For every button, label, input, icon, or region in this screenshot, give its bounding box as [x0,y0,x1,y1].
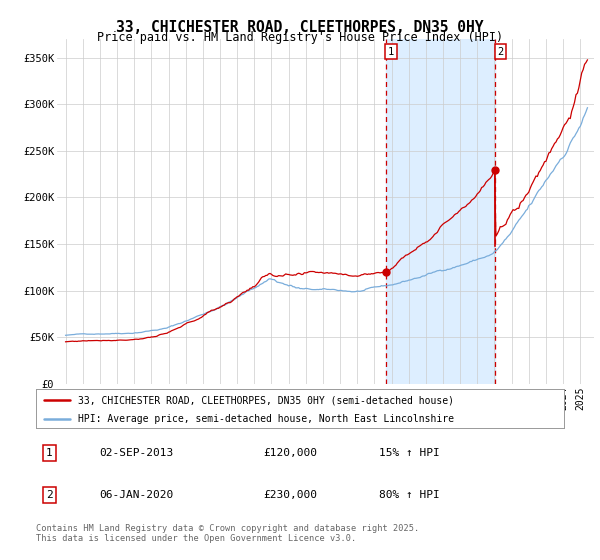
Text: 1: 1 [388,46,394,57]
Text: 33, CHICHESTER ROAD, CLEETHORPES, DN35 0HY: 33, CHICHESTER ROAD, CLEETHORPES, DN35 0… [116,20,484,35]
Text: £230,000: £230,000 [263,490,317,500]
Text: 06-JAN-2020: 06-JAN-2020 [100,490,173,500]
Text: Price paid vs. HM Land Registry's House Price Index (HPI): Price paid vs. HM Land Registry's House … [97,31,503,44]
Text: Contains HM Land Registry data © Crown copyright and database right 2025.
This d: Contains HM Land Registry data © Crown c… [36,524,419,543]
Text: £120,000: £120,000 [263,448,317,458]
Text: HPI: Average price, semi-detached house, North East Lincolnshire: HPI: Average price, semi-detached house,… [78,414,454,424]
Bar [386,39,495,384]
Text: 2: 2 [46,490,53,500]
Text: 80% ↑ HPI: 80% ↑ HPI [379,490,440,500]
Text: 02-SEP-2013: 02-SEP-2013 [100,448,173,458]
Text: 2: 2 [497,46,503,57]
Text: 1: 1 [46,448,53,458]
Text: 33, CHICHESTER ROAD, CLEETHORPES, DN35 0HY (semi-detached house): 33, CHICHESTER ROAD, CLEETHORPES, DN35 0… [78,395,454,405]
Text: 15% ↑ HPI: 15% ↑ HPI [379,448,440,458]
